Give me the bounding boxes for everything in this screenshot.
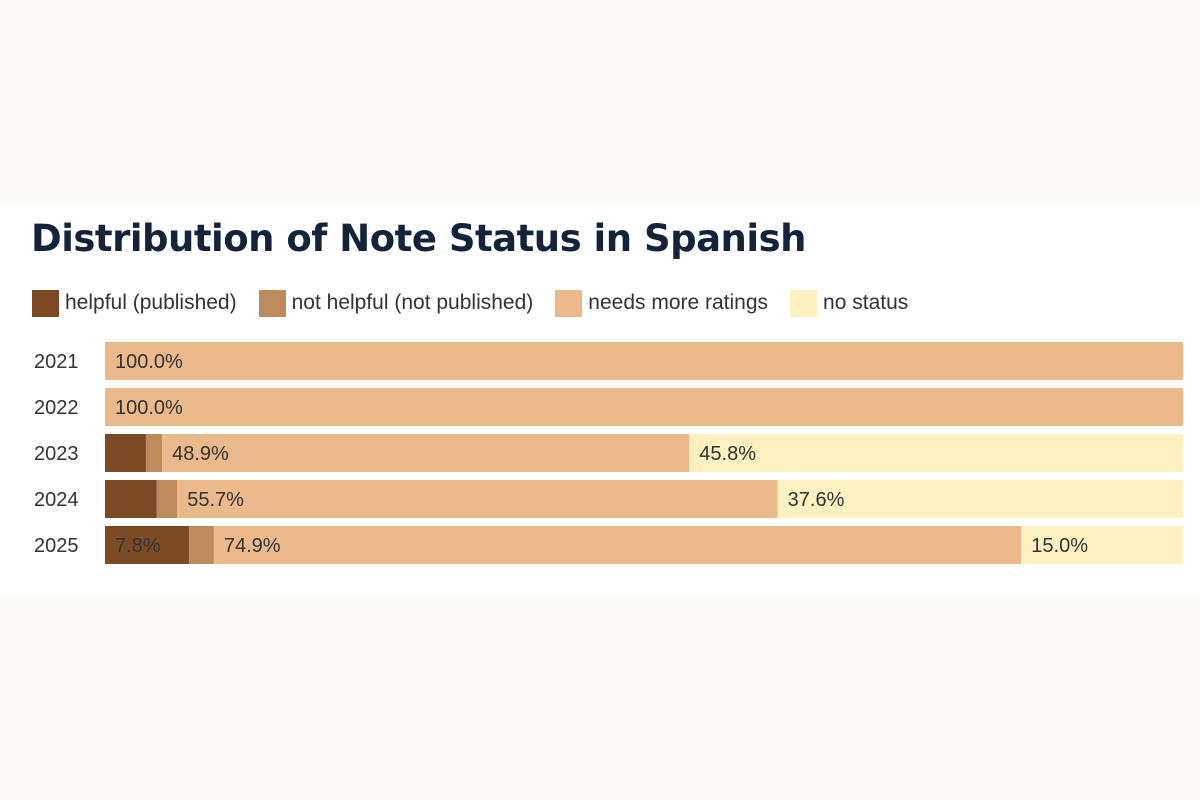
- chart-panel: Distribution of Note Status in Spanish h…: [0, 205, 1200, 595]
- legend-item-not-helpful: not helpful (not published): [258, 289, 534, 317]
- legend-label-not-helpful: not helpful (not published): [291, 291, 534, 314]
- data-label-2021-series-2: 100.0%: [115, 351, 183, 373]
- year-label-2025: 2025: [34, 535, 79, 557]
- data-label-2023-series-3: 45.8%: [699, 443, 756, 465]
- bar-segment-2023-series-2: [162, 434, 690, 472]
- bar-segment-2022-series-2: [105, 388, 1183, 426]
- legend-swatch-helpful: [32, 289, 59, 317]
- bar-segment-2024-series-0: [105, 480, 157, 518]
- legend-label-needs-more-ratings: needs more ratings: [588, 291, 769, 314]
- bar-segment-2025-series-0: [105, 526, 190, 564]
- year-label-2022: 2022: [34, 397, 79, 419]
- legend-label-helpful: helpful (published): [65, 291, 237, 314]
- legend-item-needs-more-ratings: needs more ratings: [555, 289, 769, 317]
- legend-item-no-status: no status: [790, 289, 909, 317]
- bar-segment-2024-series-3: [777, 480, 1183, 518]
- data-label-2025-series-3: 15.0%: [1031, 535, 1088, 557]
- legend-item-helpful: helpful (published): [32, 289, 237, 317]
- year-label-2023: 2023: [34, 443, 79, 465]
- bar-segment-2024-series-1: [156, 480, 178, 518]
- data-label-2023-series-2: 48.9%: [172, 443, 229, 465]
- stacked-bar-chart: 2021 100.0% 2022 100.0% 2023 48.9% 45.8% 2024 55…: [34, 342, 1183, 564]
- bar-segment-2021-series-2: [105, 342, 1183, 380]
- data-label-2025-series-2: 74.9%: [224, 535, 281, 557]
- legend-swatch-not-helpful: [258, 289, 286, 317]
- legend-swatch-needs-more-ratings: [555, 289, 583, 317]
- data-label-2024-series-3: 37.6%: [788, 489, 845, 511]
- bar-segment-2025-series-1: [189, 526, 214, 564]
- bar-segment-2023-series-3: [689, 434, 1183, 472]
- bar-segment-2023-series-0: [105, 434, 146, 472]
- bar-segment-2025-series-2: [213, 526, 1022, 564]
- data-label-2022-series-2: 100.0%: [115, 397, 183, 419]
- data-label-2025-series-0: 7.8%: [115, 535, 161, 557]
- bar-segment-2023-series-1: [145, 434, 163, 472]
- bar-segment-2024-series-2: [177, 480, 778, 518]
- legend-label-no-status: no status: [823, 291, 909, 314]
- year-label-2021: 2021: [34, 351, 79, 373]
- year-label-2024: 2024: [34, 489, 79, 511]
- bar-segment-2025-series-3: [1021, 526, 1183, 564]
- data-label-2024-series-2: 55.7%: [187, 489, 244, 511]
- chart-legend: helpful (published) not helpful (not pub…: [32, 288, 930, 318]
- legend-swatch-no-status: [790, 289, 818, 317]
- chart-title: Distribution of Note Status in Spanish: [31, 217, 806, 260]
